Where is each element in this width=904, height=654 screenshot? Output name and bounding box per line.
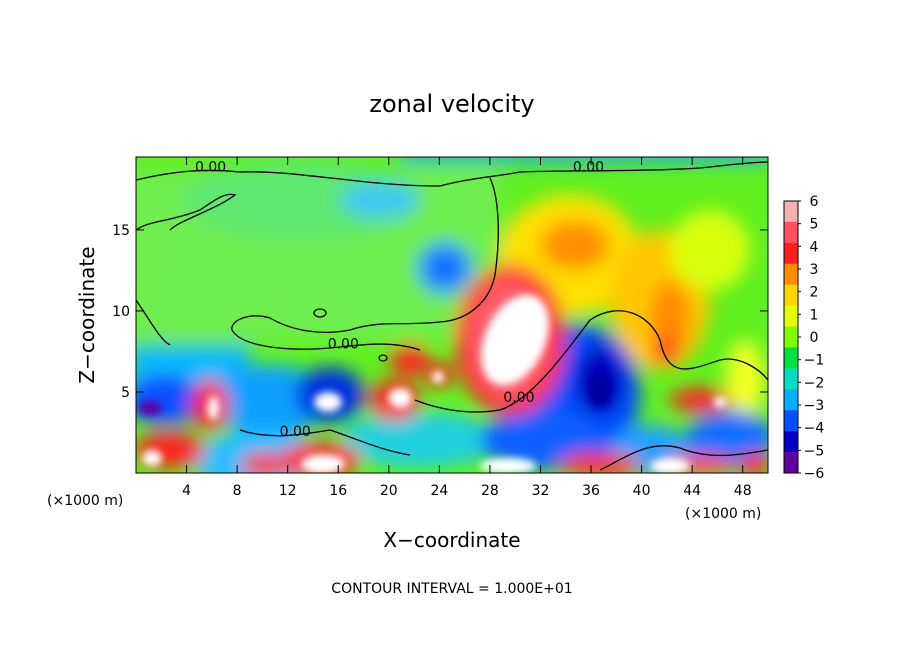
contour-label: 0.00	[195, 160, 226, 176]
colorbar-label: 0	[810, 330, 819, 346]
colorbar-swatch	[784, 221, 798, 244]
velocity-field	[136, 157, 768, 473]
x-tick-label: 36	[582, 483, 600, 499]
contour-labels: 0.00 0.00 0.00 0.00 0.00	[195, 160, 604, 440]
colorbar-label: 6	[810, 194, 819, 210]
colorbar-label: −4	[804, 421, 825, 437]
colorbar-swatch	[784, 201, 798, 223]
contour-label: 0.00	[280, 424, 311, 440]
colorbar-label: 2	[810, 285, 819, 301]
colorbar-label: 1	[810, 307, 819, 323]
colorbar-label: −5	[804, 443, 825, 459]
colorbar-swatch	[784, 368, 798, 390]
x-tick-label: 44	[683, 483, 701, 499]
colorbar-swatch	[784, 347, 798, 369]
x-tick-label: 48	[734, 483, 752, 499]
colorbar-label: −1	[804, 353, 825, 369]
x-axis-label: X−coordinate	[383, 528, 520, 552]
x-scale-note-right: (×1000 m)	[685, 506, 761, 522]
colorbar-label: 4	[810, 239, 819, 255]
x-tick-label: 20	[380, 483, 398, 499]
contour-label: 0.00	[328, 336, 359, 352]
colorbar-swatch	[784, 242, 798, 265]
colorbar-label: 5	[810, 217, 819, 233]
plot-frame	[135, 156, 769, 474]
colorbar-swatch	[784, 431, 798, 453]
contour-interval-note: CONTOUR INTERVAL = 1.000E+01	[331, 581, 572, 597]
x-scale-note-left: (×1000 m)	[47, 493, 123, 509]
y-tick-label: 10	[112, 304, 130, 320]
colorbar-swatch	[784, 284, 798, 307]
x-tick-label: 8	[233, 483, 242, 499]
colorbar-swatch	[784, 410, 798, 432]
x-tick-label: 40	[633, 483, 651, 499]
x-tick-label: 4	[182, 483, 191, 499]
colorbar-swatch	[784, 452, 798, 474]
y-axis: 5 10 15	[112, 223, 768, 401]
contour-label: 0.00	[573, 160, 604, 176]
y-tick-label: 15	[112, 223, 130, 239]
x-axis: 4 8 12 16 20 24 28 32 36 40 44 48	[182, 157, 752, 499]
y-axis-label: Z−coordinate	[75, 246, 99, 383]
colorbar-swatch	[784, 305, 798, 328]
x-tick-label: 32	[532, 483, 550, 499]
x-tick-label: 12	[279, 483, 297, 499]
colorbar-label: −6	[804, 466, 825, 482]
x-tick-label: 24	[430, 483, 448, 499]
chart-title: zonal velocity	[369, 90, 534, 118]
x-tick-label: 16	[329, 483, 347, 499]
x-tick-label: 28	[481, 483, 499, 499]
colorbar-swatch	[784, 263, 798, 286]
colorbar-swatch	[784, 389, 798, 411]
colorbar-label: 3	[810, 262, 819, 278]
colorbar-label: −3	[804, 398, 825, 414]
colorbar-label: −2	[804, 375, 825, 391]
y-tick-label: 5	[121, 385, 130, 401]
colorbar: 6 5 4 3 2 1 0 −1 −2 −3 −4 −5 −6	[783, 194, 825, 482]
contour-label: 0.00	[503, 390, 534, 406]
colorbar-swatch	[784, 326, 798, 348]
